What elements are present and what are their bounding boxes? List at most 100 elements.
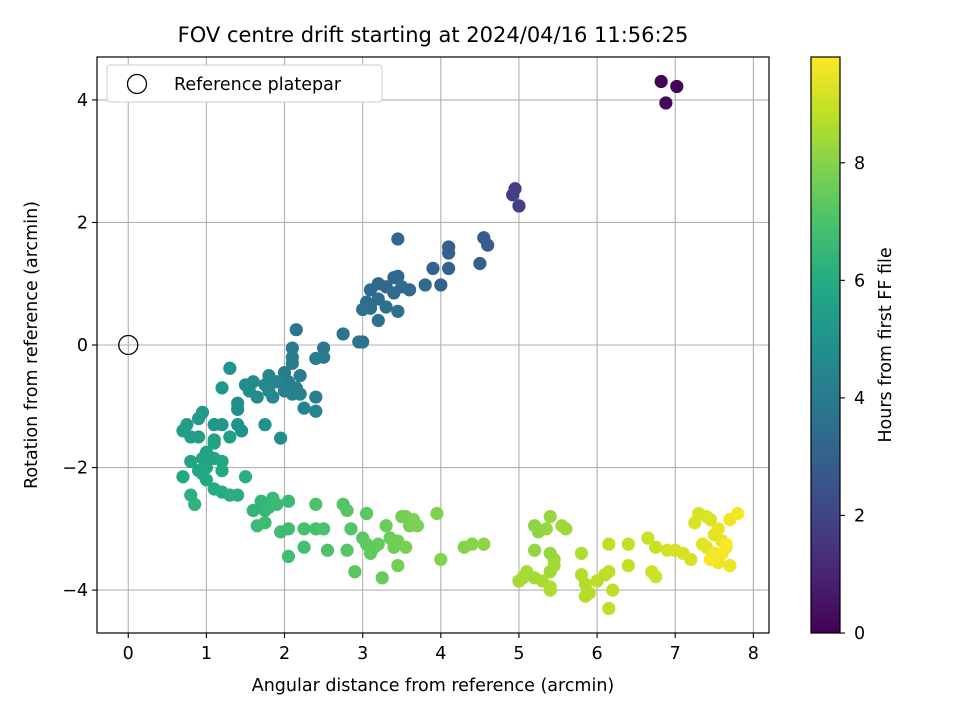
data-point — [659, 96, 673, 110]
data-point — [527, 543, 542, 557]
data-point — [391, 232, 405, 246]
data-point — [320, 543, 335, 557]
data-point — [539, 522, 553, 536]
colorbar — [810, 56, 841, 634]
data-point — [289, 323, 303, 337]
data-point — [442, 246, 456, 260]
data-point — [317, 341, 331, 355]
data-point — [641, 531, 655, 545]
data-point — [543, 583, 557, 597]
data-point — [649, 540, 663, 554]
data-point — [654, 74, 668, 89]
data-point — [176, 470, 190, 484]
y-tick-label: 0 — [77, 336, 88, 356]
data-point — [336, 327, 350, 341]
data-point — [434, 278, 448, 292]
x-tick-label: 1 — [201, 644, 212, 664]
data-point — [512, 574, 526, 588]
data-point — [391, 304, 405, 318]
x-tick-label: 7 — [670, 644, 681, 664]
data-point — [188, 497, 202, 511]
data-point — [285, 341, 299, 355]
data-point — [238, 470, 253, 484]
data-point — [309, 404, 323, 418]
x-axis-ticks: 0 1 2 3 4 5 6 7 8 — [123, 633, 759, 664]
data-point — [399, 540, 413, 554]
data-point — [215, 418, 229, 432]
data-point — [348, 565, 362, 579]
data-point — [371, 313, 385, 328]
data-point — [297, 522, 311, 536]
data-point — [266, 390, 280, 404]
data-point — [731, 506, 745, 521]
data-point — [191, 411, 206, 426]
data-point — [223, 361, 237, 375]
data-point — [559, 522, 573, 536]
data-point — [309, 390, 323, 404]
data-point — [359, 506, 374, 521]
data-point — [606, 583, 620, 597]
data-point — [418, 278, 432, 292]
data-point — [684, 552, 698, 567]
data-point — [719, 537, 733, 551]
data-point — [274, 431, 288, 445]
x-tick-label: 4 — [435, 644, 446, 664]
data-point — [215, 381, 229, 395]
data-point — [270, 497, 284, 511]
data-point — [723, 558, 737, 573]
data-point — [477, 537, 491, 551]
data-point — [340, 543, 354, 557]
data-point — [371, 537, 385, 551]
data-point — [621, 537, 635, 551]
data-point — [281, 494, 296, 508]
data-point — [281, 522, 296, 536]
data-point — [340, 503, 354, 518]
data-point — [191, 464, 206, 478]
legend: Reference platepar — [106, 64, 383, 103]
data-point — [379, 519, 393, 533]
colorbar-tick-label: 0 — [854, 624, 865, 644]
data-point — [512, 199, 526, 213]
data-point — [602, 601, 616, 616]
data-point — [309, 351, 323, 366]
data-point — [215, 454, 229, 469]
y-tick-label: 4 — [77, 91, 88, 111]
y-axis-ticks: −4 −2 0 2 4 — [62, 91, 97, 601]
data-point — [191, 430, 206, 444]
data-point — [184, 454, 198, 469]
data-point — [250, 390, 264, 404]
x-tick-label: 6 — [592, 644, 603, 664]
x-tick-label: 5 — [513, 644, 524, 664]
data-point — [506, 188, 520, 202]
data-point — [387, 270, 401, 285]
data-point — [352, 335, 366, 349]
data-point — [363, 283, 378, 297]
data-point — [207, 436, 221, 450]
x-tick-label: 0 — [123, 644, 134, 664]
data-point — [543, 565, 557, 579]
data-point — [223, 430, 237, 444]
colorbar-ticks: 0 2 4 6 8 — [840, 154, 865, 644]
data-point — [231, 488, 245, 502]
legend-marker — [126, 73, 148, 95]
data-point — [434, 552, 448, 567]
data-point — [387, 286, 401, 300]
data-point — [258, 516, 272, 530]
data-point — [578, 589, 592, 603]
y-tick-label: 2 — [77, 213, 88, 233]
colorbar-tick-label: 2 — [854, 506, 865, 526]
data-point — [293, 387, 307, 401]
data-points — [176, 74, 745, 616]
data-point — [543, 509, 557, 524]
data-point — [465, 537, 479, 551]
y-tick-label: −2 — [62, 459, 88, 479]
data-point — [297, 401, 311, 415]
data-point — [356, 302, 370, 317]
data-point — [574, 546, 589, 560]
x-tick-label: 2 — [279, 644, 290, 664]
data-point — [270, 375, 284, 389]
data-point — [391, 558, 405, 573]
data-point — [199, 473, 213, 487]
data-point — [246, 503, 260, 518]
